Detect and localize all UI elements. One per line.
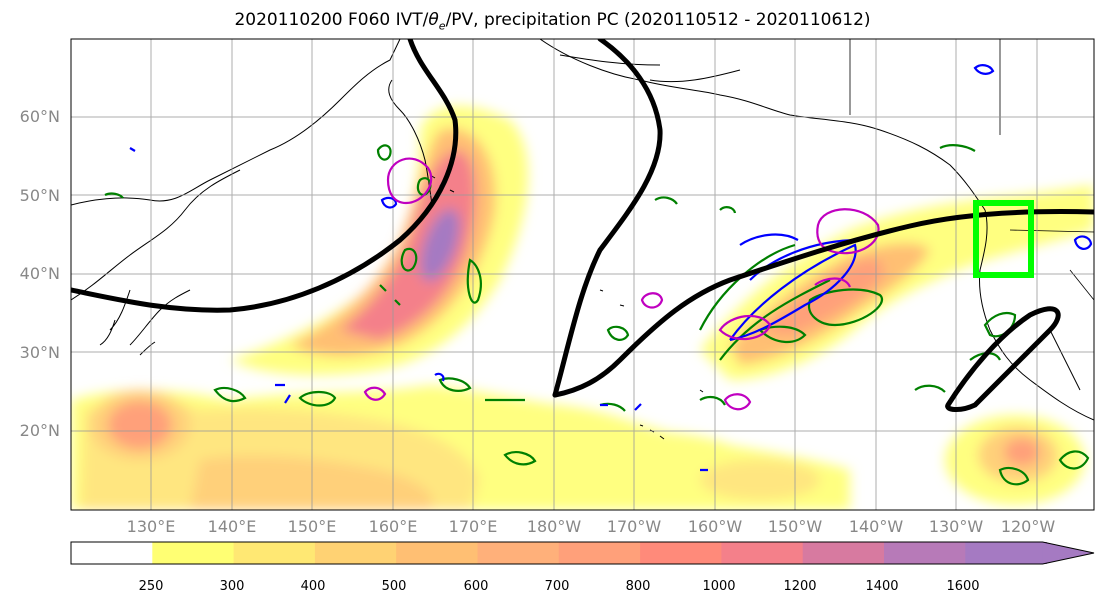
lon-label: 180°W <box>527 517 582 536</box>
lat-label: 20°N <box>20 421 60 440</box>
colorbar-segment <box>314 542 397 564</box>
lon-label: 150°E <box>288 517 337 536</box>
colorbar-segment <box>396 542 478 564</box>
map-title: 2020110200 F060 IVT/θe/PV, precipitation… <box>234 10 871 33</box>
colorbar-tick: 1400 <box>865 579 898 594</box>
lat-label: 50°N <box>20 186 60 205</box>
latitude-labels: 60°N 50°N 40°N 30°N 20°N <box>20 107 60 440</box>
colorbar-segment <box>802 542 885 564</box>
colorbar-segment <box>152 542 235 564</box>
colorbar-segment <box>558 542 641 564</box>
colorbar-extension <box>1042 542 1094 564</box>
lat-label: 40°N <box>20 264 60 283</box>
lon-label: 170°E <box>449 517 498 536</box>
lon-label: 170°W <box>607 517 662 536</box>
colorbar-segment <box>965 542 1048 564</box>
longitude-labels: 130°E 140°E 150°E 160°E 170°E 180°W 170°… <box>127 517 1056 536</box>
colorbar-segment <box>477 542 560 564</box>
gridlines <box>71 39 1094 510</box>
lon-label: 140°E <box>208 517 257 536</box>
pv-contours-magenta <box>363 157 880 411</box>
colorbar-tick: 300 <box>220 579 245 594</box>
pv-contours-blue <box>129 64 1093 472</box>
colorbar-segment <box>721 542 804 564</box>
highlight-box <box>973 200 1034 278</box>
lon-label: 130°W <box>929 517 984 536</box>
colorbar-tick: 800 <box>626 579 651 594</box>
lon-label: 160°E <box>369 517 418 536</box>
lat-label: 60°N <box>20 107 60 126</box>
colorbar-tick: 1000 <box>702 579 735 594</box>
lat-label: 30°N <box>20 343 60 362</box>
lon-label: 160°W <box>688 517 743 536</box>
colorbar-segment <box>71 542 153 564</box>
colorbar-tick: 500 <box>382 579 407 594</box>
map-frame <box>70 38 1095 511</box>
colorbar-tick: 1200 <box>783 579 816 594</box>
lon-label: 140°W <box>849 517 904 536</box>
lon-label: 130°E <box>127 517 176 536</box>
colorbar <box>70 541 1095 565</box>
lon-label: 150°W <box>768 517 823 536</box>
colorbar-segment <box>640 542 722 564</box>
pv-contours-green <box>104 144 1090 486</box>
colorbar-outline <box>70 541 1095 565</box>
colorbar-tick-labels: 250 300 400 500 600 700 800 1000 1200 14… <box>139 579 980 594</box>
colorbar-tick: 250 <box>139 579 164 594</box>
colorbar-tick: 600 <box>464 579 489 594</box>
colorbar-tick: 400 <box>301 579 326 594</box>
lon-label: 120°W <box>1001 517 1056 536</box>
colorbar-segment <box>233 542 316 564</box>
colorbar-segment <box>884 542 966 564</box>
colorbar-tick: 700 <box>545 579 570 594</box>
colorbar-tick: 1600 <box>946 579 979 594</box>
